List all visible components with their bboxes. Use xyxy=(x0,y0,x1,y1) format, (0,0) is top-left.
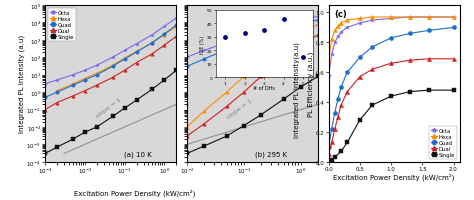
Text: Excitation Power Density (kW/cm²): Excitation Power Density (kW/cm²) xyxy=(74,189,196,196)
Text: (b) 295 K: (b) 295 K xyxy=(255,151,287,157)
Y-axis label: Integrated PL Intensity (a.u): Integrated PL Intensity (a.u) xyxy=(18,35,25,133)
Text: (c): (c) xyxy=(334,10,346,19)
Legend: Octa, Hexa, Quad, Dual, Single: Octa, Hexa, Quad, Dual, Single xyxy=(48,9,76,42)
Text: (a) 10 K: (a) 10 K xyxy=(124,151,152,157)
X-axis label: Excitation Power Density (kW/cm²): Excitation Power Density (kW/cm²) xyxy=(334,173,455,180)
Text: Integrated PL Intensity(a.u): Integrated PL Intensity(a.u) xyxy=(293,42,300,138)
Legend: Octa, Hexa, Quad, Dual, Single: Octa, Hexa, Quad, Dual, Single xyxy=(428,126,457,159)
Y-axis label: PL Efficiency (a.u.): PL Efficiency (a.u.) xyxy=(308,52,314,116)
Text: slope = 1: slope = 1 xyxy=(226,98,253,119)
Text: slope = 1: slope = 1 xyxy=(95,97,122,118)
